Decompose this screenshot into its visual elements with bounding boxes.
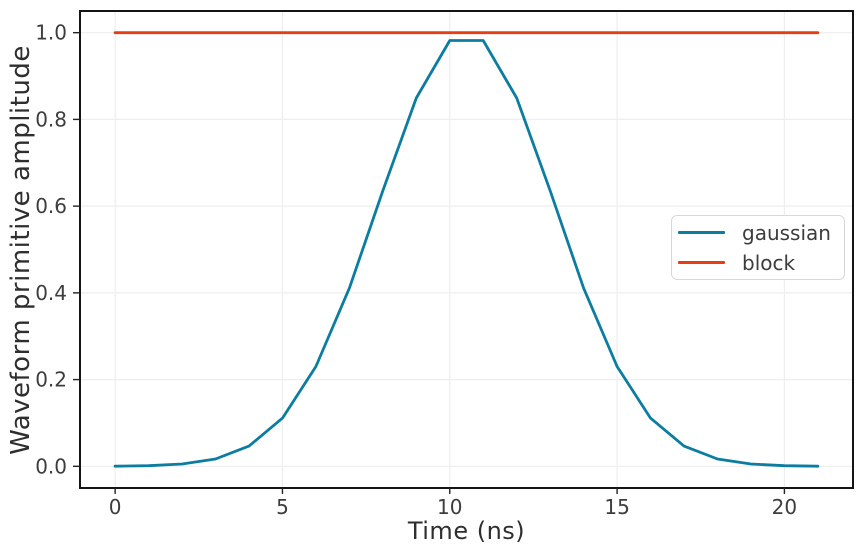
legend-label-gaussian: gaussian — [742, 220, 831, 245]
x-tick-label: 10 — [437, 495, 462, 519]
legend-item-block: block — [678, 250, 844, 276]
y-axis-label: Waveform primitive amplitude — [6, 45, 36, 455]
x-tick-label: 15 — [604, 495, 629, 519]
gaussian-line — [113, 39, 820, 468]
y-tick-label: 0.4 — [35, 281, 67, 305]
legend-item-gaussian: gaussian — [678, 220, 844, 246]
legend: gaussian block — [671, 215, 845, 280]
x-axis-label: Time (ns) — [407, 517, 526, 545]
y-tick-label: 0.2 — [35, 368, 67, 392]
y-tick-label: 1.0 — [35, 21, 67, 45]
y-tick-label: 0.8 — [35, 107, 67, 131]
y-tick-label: 0.0 — [35, 454, 67, 478]
legend-label-block: block — [742, 250, 796, 275]
x-tick-label: 0 — [109, 495, 122, 519]
x-tick-label: 5 — [276, 495, 289, 519]
x-tick-label: 20 — [772, 495, 797, 519]
y-tick-label: 0.6 — [35, 194, 67, 218]
block-line-swatch — [678, 261, 725, 264]
gaussian-line-swatch — [678, 231, 725, 234]
plot-spines — [79, 10, 854, 489]
